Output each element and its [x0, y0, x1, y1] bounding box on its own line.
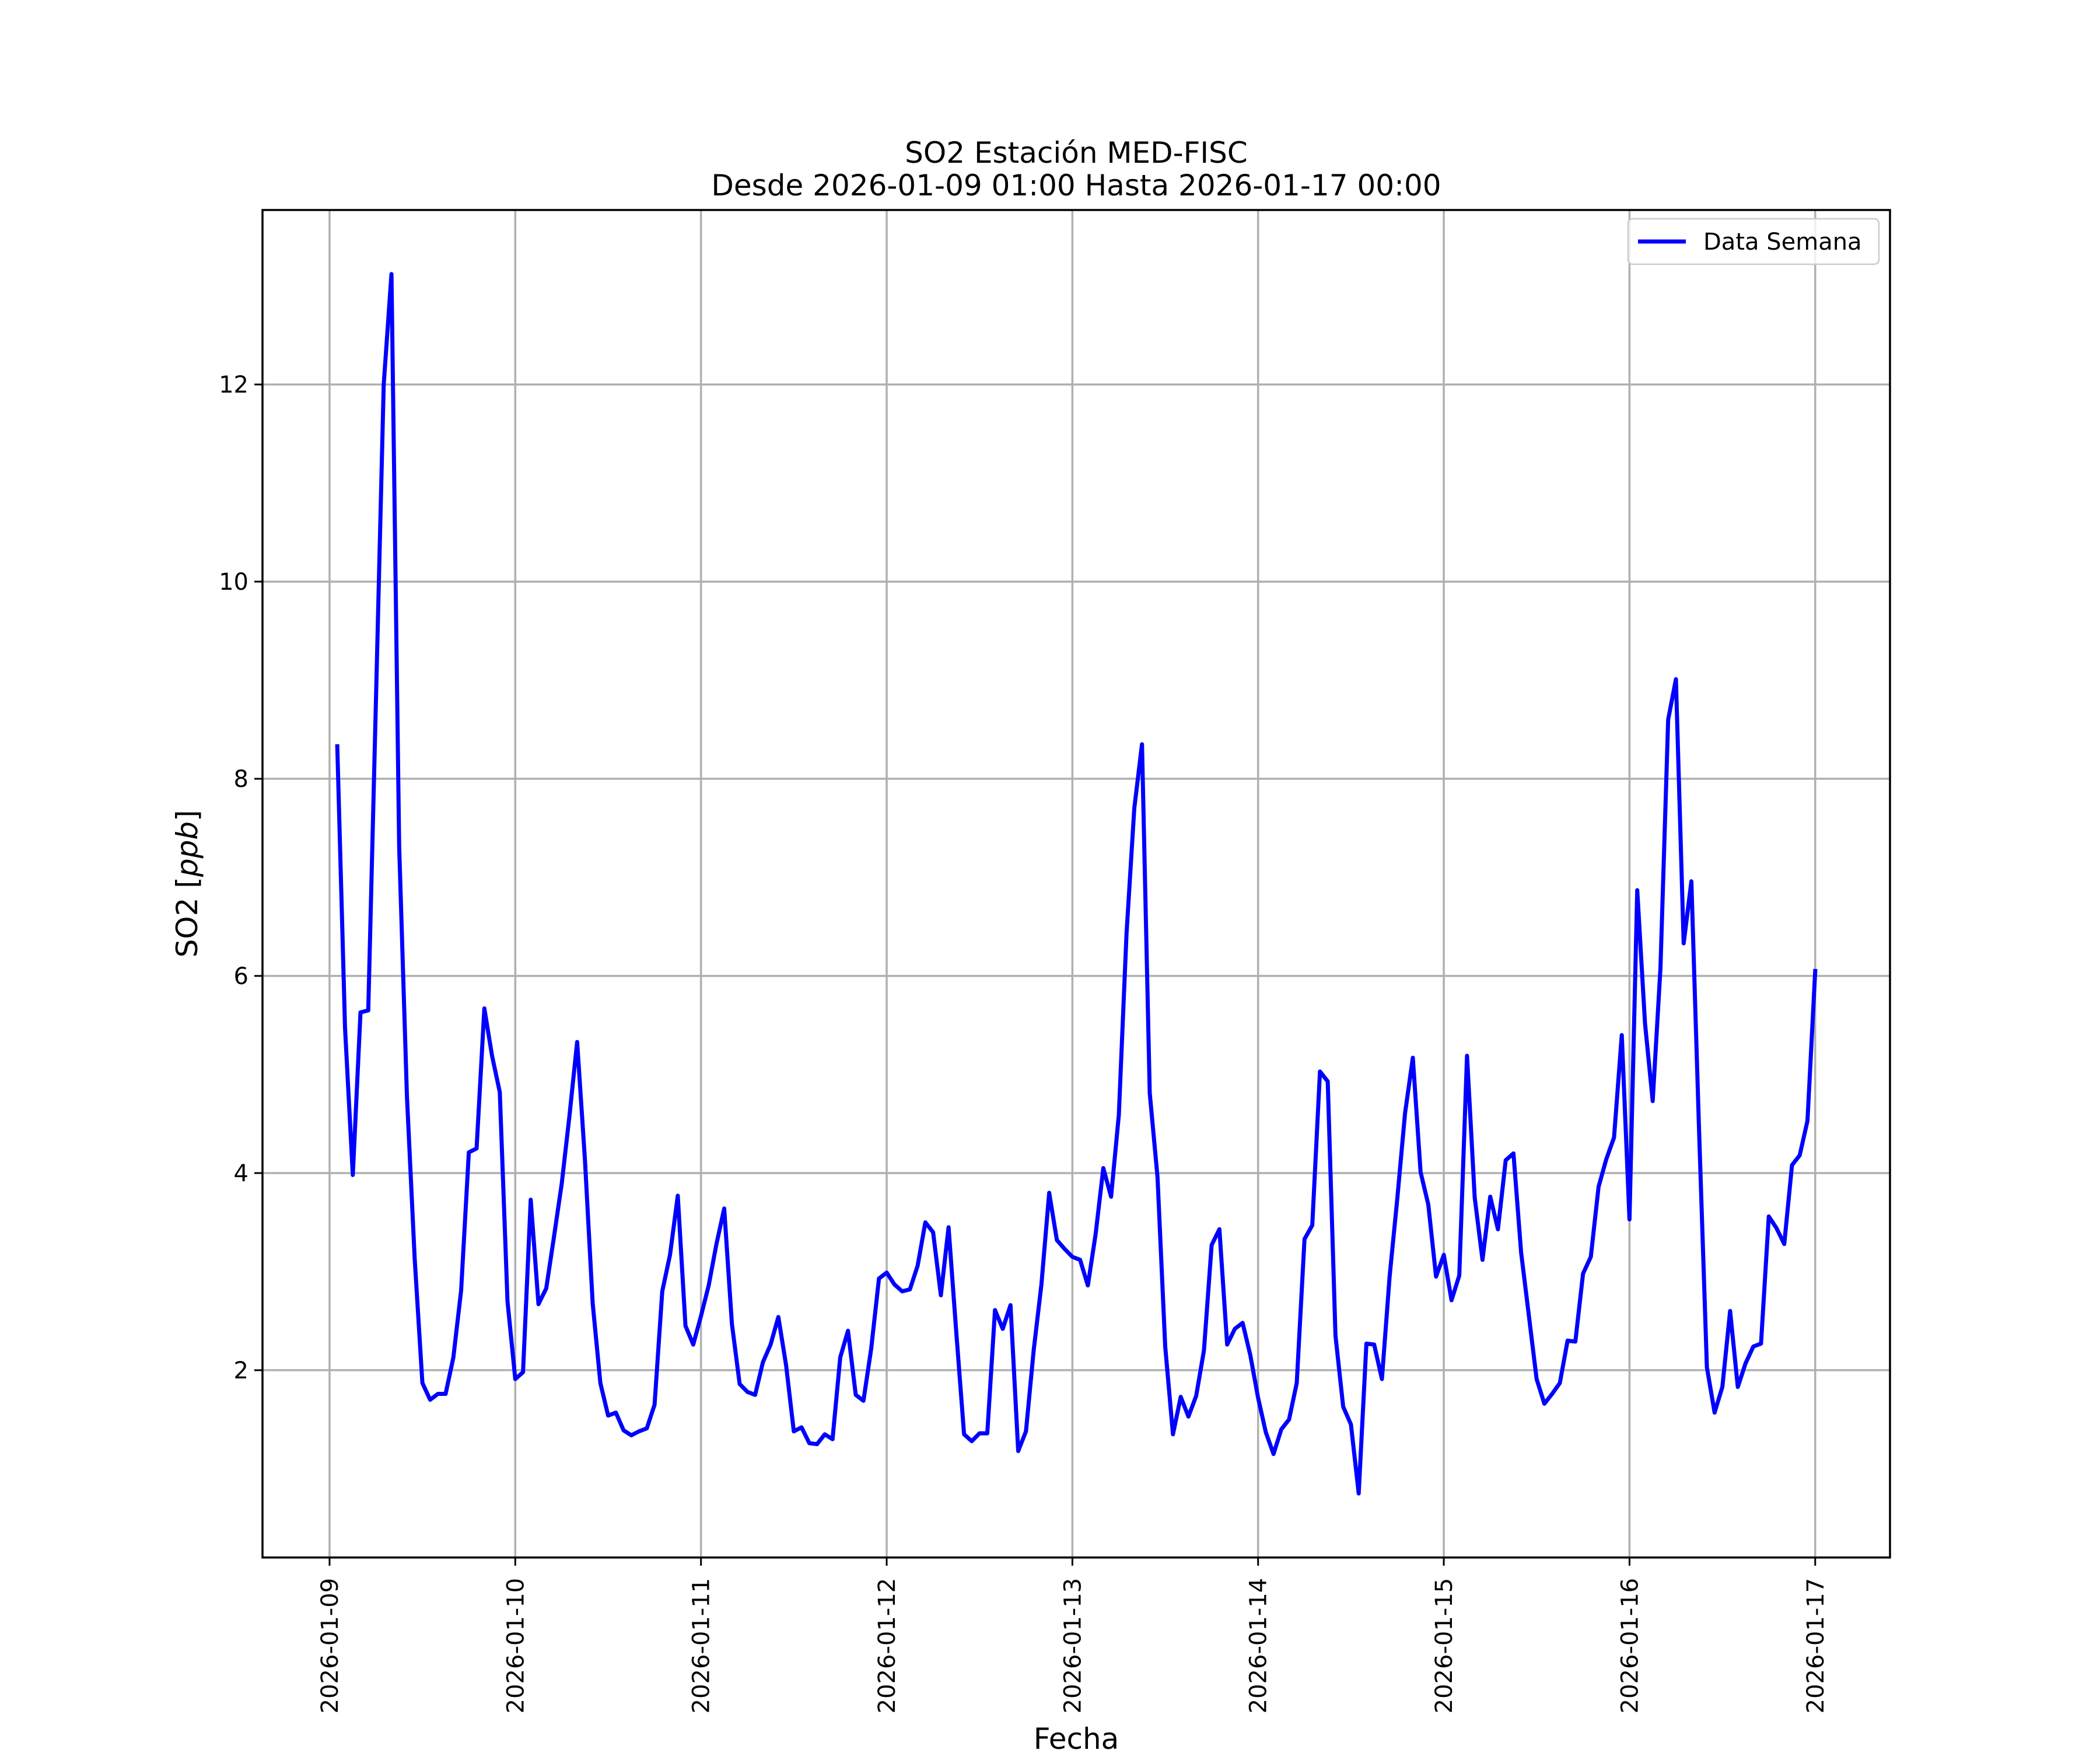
- y-axis-label-unit: ppb: [170, 821, 204, 877]
- legend: Data Semana: [1627, 218, 1880, 265]
- x-axis-label: Fecha: [1034, 1722, 1119, 1750]
- chart-subtitle: Desde 2026-01-09 01:00 Hasta 2026-01-17 …: [711, 169, 1441, 202]
- y-tick-label: 6: [234, 963, 249, 990]
- x-tick-label: 2026-01-11: [688, 1578, 715, 1713]
- y-tick-label: 12: [219, 372, 249, 398]
- grid-lines: [262, 210, 1890, 1558]
- chart-title: SO2 Estación MED-FISC: [905, 136, 1248, 170]
- x-tick-label: 2026-01-17: [1803, 1578, 1829, 1713]
- x-tick-label: 2026-01-13: [1059, 1578, 1086, 1713]
- legend-box: [1627, 218, 1880, 265]
- axis-ticks: 2026-01-09 2026-01-10 2026-01-11 2026-01-12…: [219, 372, 1829, 1713]
- x-tick-label: 2026-01-09: [317, 1578, 344, 1713]
- y-axis-label: SO2 [ppb]: [170, 810, 204, 957]
- plot-frame: [261, 209, 1891, 1559]
- legend-label: Data Semana: [1703, 229, 1862, 256]
- y-tick-label: 8: [234, 766, 249, 793]
- x-tick-label: 2026-01-12: [874, 1578, 901, 1713]
- y-tick-label: 2: [234, 1357, 249, 1384]
- y-tick-label: 10: [219, 569, 249, 596]
- x-tick-label: 2026-01-10: [502, 1578, 529, 1713]
- y-axis-label-suffix: ]: [170, 810, 204, 821]
- x-tick-label: 2026-01-14: [1245, 1578, 1272, 1713]
- x-tick-label: 2026-01-16: [1616, 1578, 1643, 1713]
- x-tick-label: 2026-01-15: [1431, 1578, 1458, 1713]
- series-line-data-semana: [335, 272, 1818, 1496]
- y-tick-label: 4: [234, 1160, 249, 1187]
- y-axis-label-prefix: SO2 [: [170, 877, 204, 957]
